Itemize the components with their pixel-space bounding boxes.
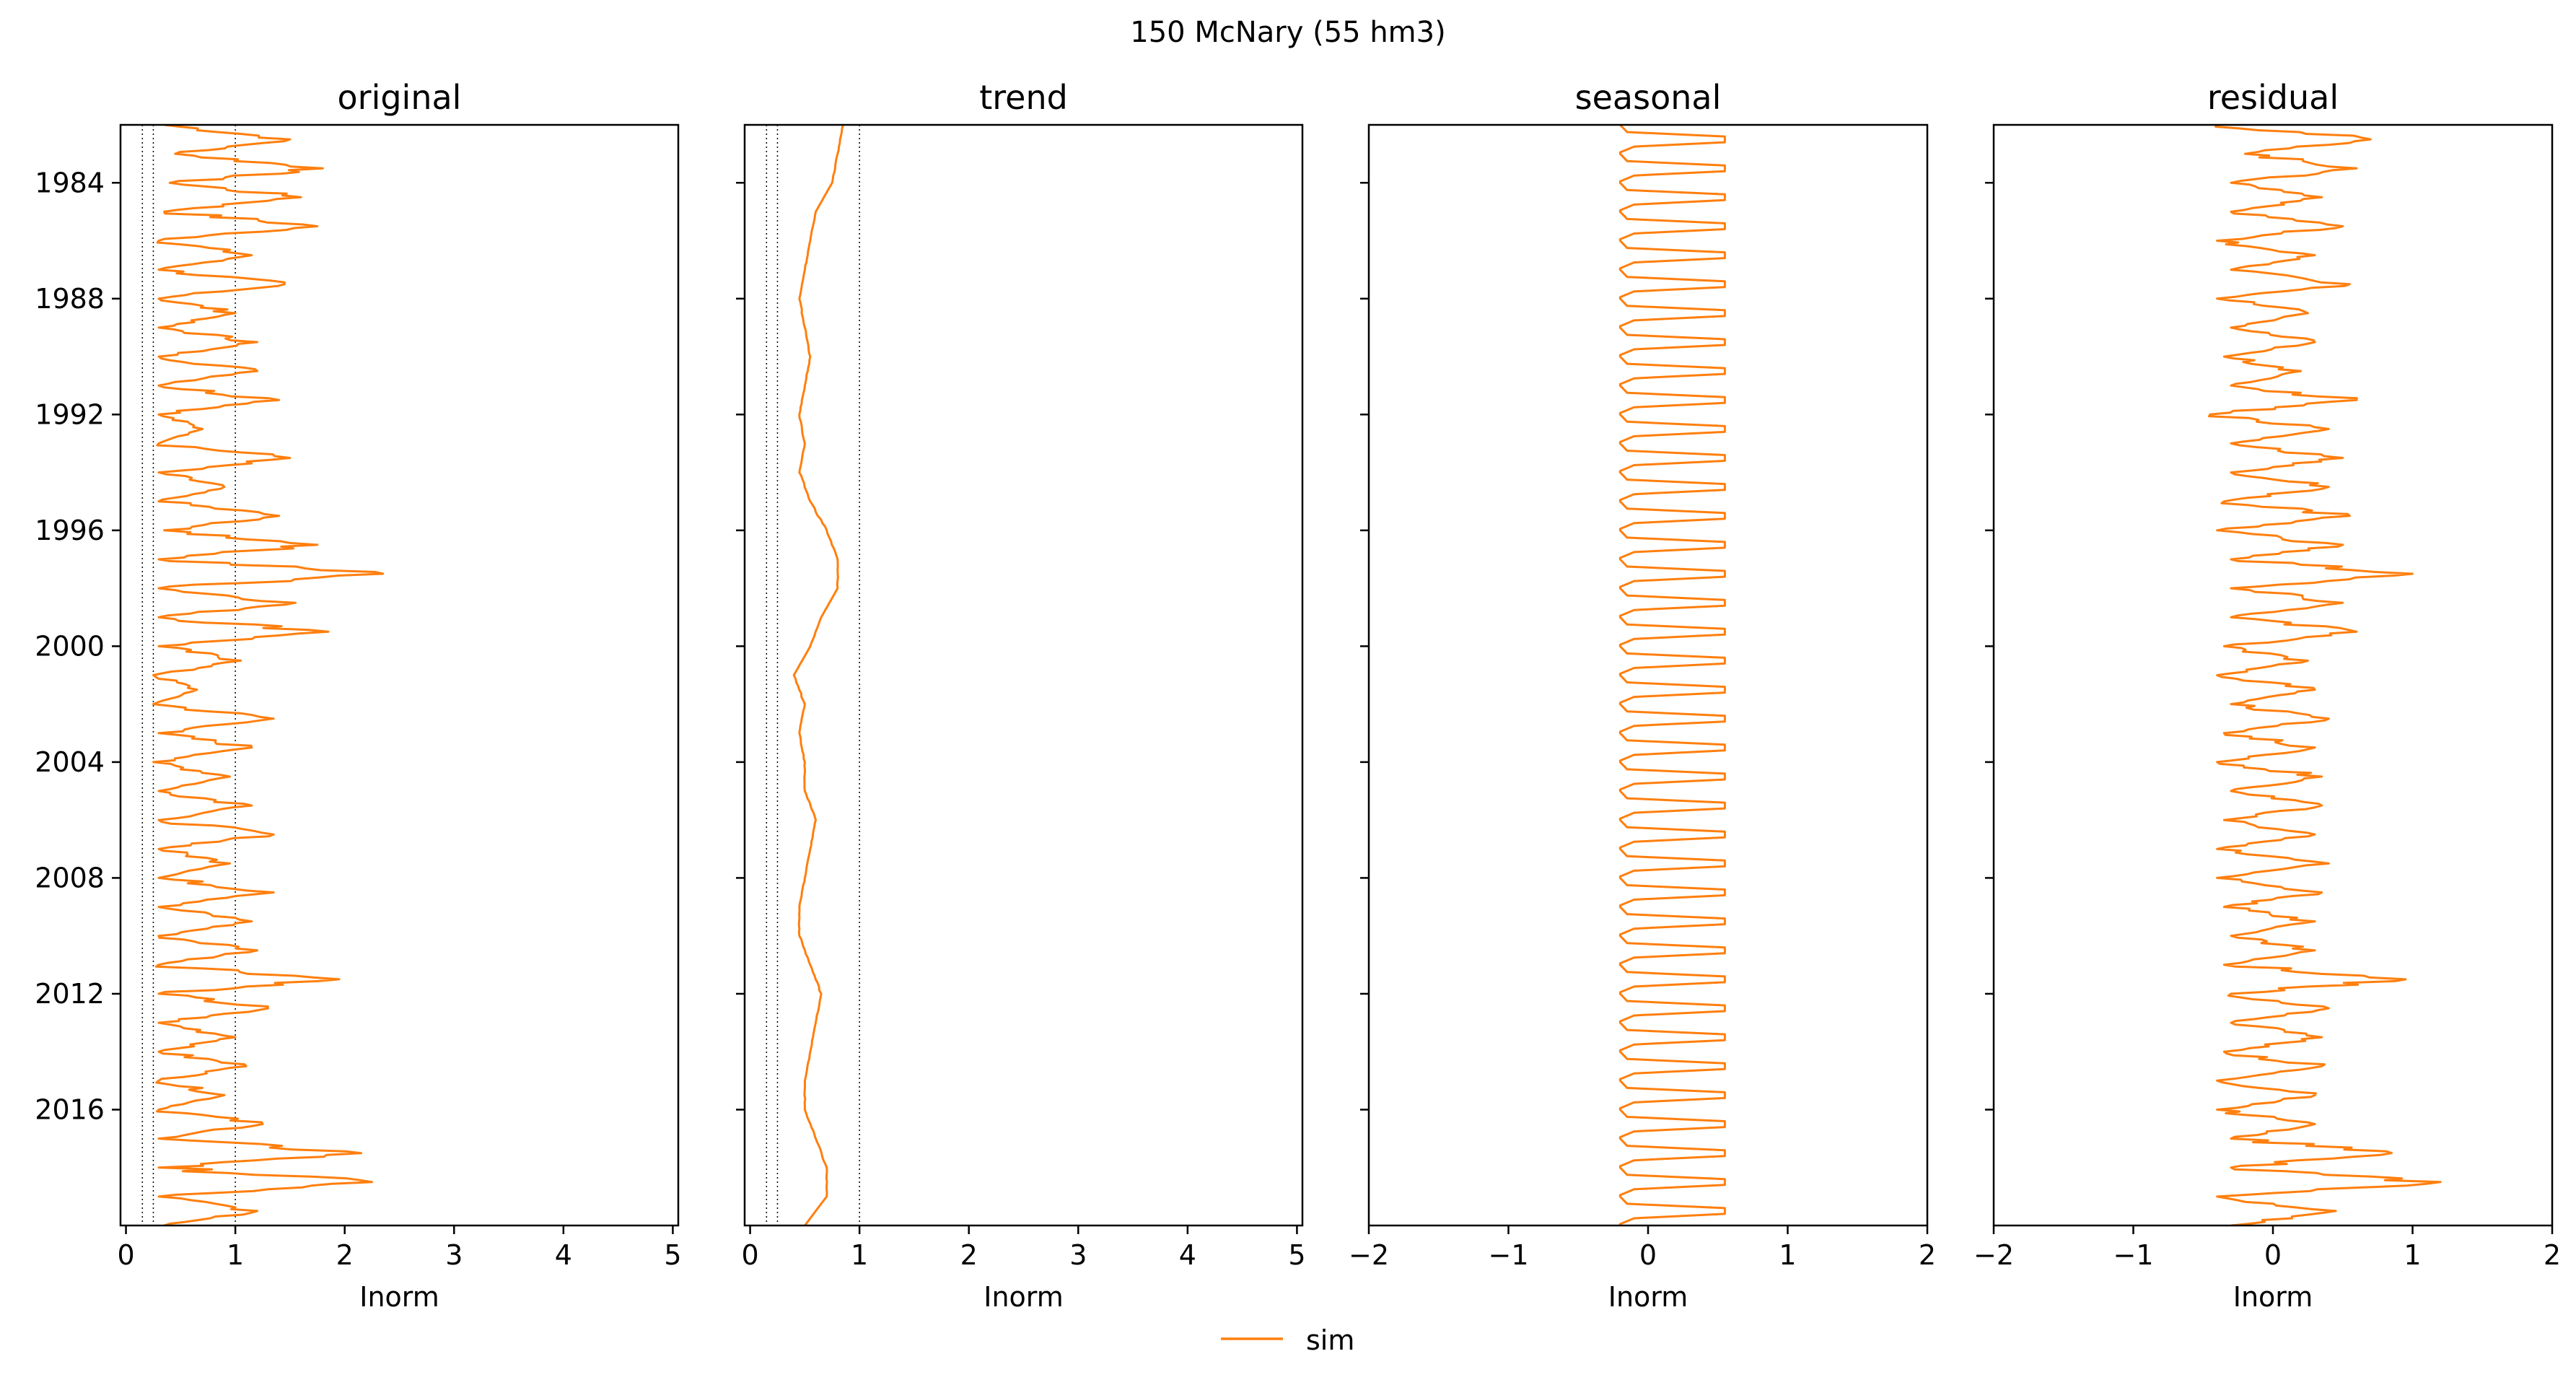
x-tick-label: 5	[664, 1239, 681, 1271]
subplot-seasonal: seasonal −2 −1 0 1 2 Inorm	[1349, 78, 1936, 1313]
y-tick-label: 2012	[35, 978, 105, 1010]
x-axis-label: Inorm	[1608, 1281, 1688, 1313]
x-tick-label: 5	[1288, 1239, 1305, 1271]
subplot-title: residual	[2207, 78, 2339, 117]
x-tick-label: 0	[117, 1239, 134, 1271]
y-tick-label: 2000	[35, 630, 105, 662]
y-tick-label: 1984	[35, 167, 105, 198]
figure-suptitle: 150 McNary (55 hm3)	[1130, 16, 1445, 49]
x-axis-label: Inorm	[983, 1281, 1064, 1313]
subplot-residual: residual −2 −1 0 1 2 Inorm	[1973, 78, 2561, 1313]
subplot-trend: trend 0 1 2 3 4 5 Inorm	[736, 78, 1306, 1313]
subplot-title: original	[338, 78, 462, 117]
x-tick-label: 2	[2544, 1239, 2561, 1271]
x-tick-label: 3	[1069, 1239, 1087, 1271]
x-tick-label: 1	[227, 1239, 244, 1271]
x-tick-label: −1	[1488, 1239, 1528, 1271]
x-tick-label: 2	[336, 1239, 354, 1271]
y-tick-label: 1996	[35, 515, 105, 546]
series-line-sim	[152, 125, 385, 1225]
x-tick-label: 2	[960, 1239, 978, 1271]
x-tick-label: −2	[1973, 1239, 2014, 1271]
y-tick-label: 2008	[35, 862, 105, 894]
legend-label-sim: sim	[1306, 1324, 1354, 1356]
x-tick-label: 0	[1639, 1239, 1657, 1271]
subplot-title: seasonal	[1575, 78, 1722, 117]
x-axis-label: Inorm	[359, 1281, 439, 1313]
legend: sim	[1221, 1324, 1354, 1356]
y-tick-label: 1992	[35, 398, 105, 430]
series-line-sim	[792, 125, 844, 1225]
x-tick-label: 4	[555, 1239, 572, 1271]
y-tick-label: 2016	[35, 1093, 105, 1125]
subplot-original: original 0 1 2 3 4 5 Inorm 1984 1988 1992 1996 2000 2…	[35, 78, 681, 1313]
x-tick-label: 1	[1779, 1239, 1796, 1271]
x-tick-label: 1	[2404, 1239, 2421, 1271]
subplot-title: trend	[979, 78, 1068, 117]
series-line-sim	[1618, 125, 1726, 1225]
x-tick-label: 3	[445, 1239, 463, 1271]
x-tick-label: 4	[1179, 1239, 1196, 1271]
x-tick-label: 2	[1919, 1239, 1936, 1271]
x-tick-label: 0	[2264, 1239, 2282, 1271]
x-tick-label: 0	[741, 1239, 758, 1271]
y-tick-label: 1988	[35, 283, 105, 315]
x-tick-label: 1	[851, 1239, 868, 1271]
axes-frame	[119, 123, 680, 1227]
y-tick-label: 2004	[35, 746, 105, 778]
axes-frame	[743, 123, 1304, 1227]
x-tick-label: −2	[1349, 1239, 1389, 1271]
series-line-sim	[2207, 125, 2442, 1225]
x-tick-label: −1	[2113, 1239, 2153, 1271]
x-axis-label: Inorm	[2233, 1281, 2313, 1313]
